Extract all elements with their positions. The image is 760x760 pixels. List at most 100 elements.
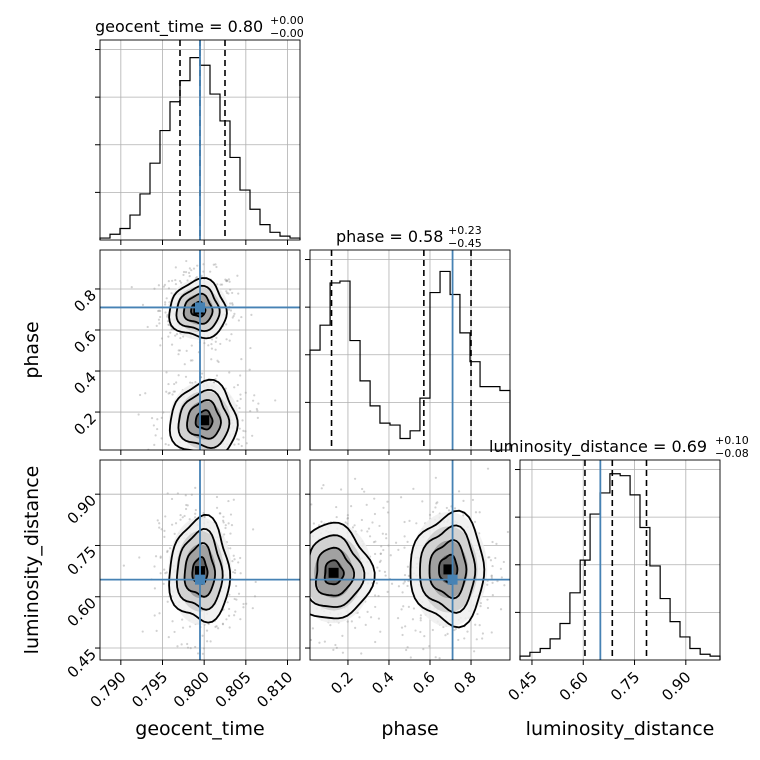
sample-point: [239, 618, 242, 621]
sample-point: [245, 602, 248, 605]
sample-point: [244, 391, 247, 394]
sample-point: [156, 519, 159, 522]
sample-point: [160, 416, 163, 419]
sample-point: [407, 605, 410, 608]
sample-point: [320, 520, 323, 523]
sample-point: [239, 556, 242, 560]
sample-point: [153, 565, 156, 568]
sample-point: [225, 279, 228, 283]
sample-point: [227, 278, 231, 281]
sample-point: [463, 637, 466, 640]
sample-point: [229, 288, 232, 291]
sample-point: [334, 643, 337, 647]
sample-point: [412, 607, 416, 610]
truth-marker: [195, 574, 205, 585]
sample-point: [144, 392, 147, 395]
sample-point: [158, 322, 161, 325]
sample-point: [217, 360, 220, 364]
sample-point: [346, 514, 349, 517]
sample-point: [360, 652, 363, 655]
sample-point: [187, 271, 191, 274]
sample-point: [171, 393, 174, 396]
sample-point: [164, 515, 167, 518]
sample-point: [495, 542, 498, 545]
sample-point: [379, 559, 382, 562]
sample-point: [241, 419, 244, 422]
sample-point: [242, 436, 245, 439]
sample-point: [378, 569, 381, 572]
sample-point: [172, 390, 175, 393]
contour-line: [323, 559, 345, 586]
sample-point: [165, 390, 168, 393]
sample-point: [444, 634, 447, 637]
sample-point: [228, 280, 231, 283]
sample-point: [491, 564, 494, 568]
sample-point: [374, 540, 377, 543]
sample-point: [239, 572, 242, 575]
sample-point: [164, 311, 167, 314]
sample-point: [202, 511, 205, 515]
sample-point: [248, 368, 251, 371]
sample-point: [141, 630, 144, 633]
sample-point: [376, 566, 379, 569]
sample-point: [478, 511, 481, 514]
sample-point: [365, 503, 368, 506]
sample-point: [453, 507, 457, 510]
sample-point: [383, 570, 387, 573]
sample-point: [251, 607, 254, 610]
sample-point: [235, 584, 238, 588]
sample-point: [434, 476, 437, 479]
sample-point: [350, 505, 353, 508]
sample-point: [214, 348, 217, 351]
panel-content: [100, 250, 300, 450]
sample-point: [224, 524, 227, 527]
contour-line: [182, 292, 214, 325]
sample-point: [184, 375, 188, 378]
sample-point: [406, 540, 409, 543]
sample-point: [189, 647, 192, 650]
sample-point: [237, 438, 240, 441]
sample-point: [438, 657, 441, 660]
sample-point: [403, 546, 406, 549]
sample-point: [209, 270, 212, 273]
sample-point: [223, 533, 226, 536]
sample-point: [249, 346, 252, 350]
sample-point: [158, 612, 161, 615]
sample-point: [502, 560, 505, 564]
sample-point: [186, 646, 190, 649]
sample-point: [252, 528, 255, 531]
sample-point: [190, 344, 193, 347]
sample-point: [242, 429, 245, 432]
sample-point: [183, 363, 186, 366]
sample-point: [210, 343, 213, 346]
sample-point: [238, 427, 241, 430]
sample-point: [166, 320, 170, 323]
xlabel-geocent-time: geocent_time: [135, 718, 264, 740]
sample-point: [329, 624, 332, 627]
sample-point: [168, 391, 171, 394]
sample-point: [150, 416, 154, 420]
sample-point: [474, 623, 477, 626]
sample-point: [167, 335, 170, 338]
contour-line: [175, 527, 224, 611]
sample-point: [196, 652, 200, 655]
sample-point: [182, 335, 185, 338]
sample-point: [179, 518, 182, 521]
sample-point: [503, 584, 506, 587]
sample-point: [409, 656, 412, 659]
sample-point: [403, 535, 406, 538]
sample-point: [158, 526, 161, 529]
sample-point: [205, 629, 209, 632]
sample-point: [186, 279, 189, 282]
sample-point: [221, 623, 225, 626]
sample-point: [419, 619, 422, 622]
sample-point: [368, 535, 372, 538]
sample-point: [435, 502, 438, 505]
sample-point: [406, 584, 409, 588]
sample-point: [229, 513, 233, 516]
sample-point: [412, 487, 415, 490]
sample-point: [478, 624, 481, 627]
contour-line: [177, 388, 231, 450]
panel-frame: [309, 459, 511, 661]
